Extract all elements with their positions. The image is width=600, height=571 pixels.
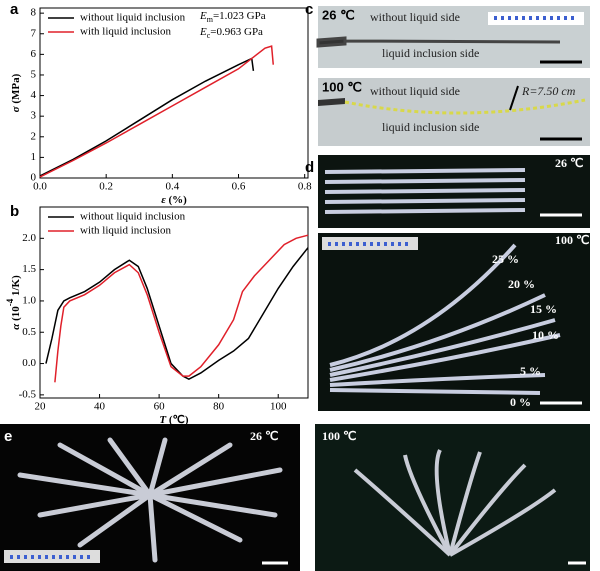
label-part: σ <box>10 105 22 112</box>
legend-label: with liquid inclusion <box>80 26 172 38</box>
y-tick-label: 0.5 <box>22 326 36 338</box>
y-tick-label: 1.0 <box>22 294 36 306</box>
strands <box>17 437 283 563</box>
photo-text: liquid inclusion side <box>382 46 479 60</box>
label-part: E <box>199 26 207 38</box>
x-tick-label: 100 <box>270 401 287 413</box>
panel-label: c <box>305 1 313 18</box>
temperature: 100 ℃ <box>555 233 589 247</box>
x-tick-label: 20 <box>35 401 47 413</box>
x-tick-label: 40 <box>94 401 106 413</box>
x-tick-label: 0.2 <box>99 181 113 193</box>
x-axis-label: ε (%) <box>161 194 187 206</box>
y-tick-label: 6 <box>31 48 37 60</box>
label-part: α <box>10 323 22 330</box>
label-part: (10 <box>10 306 22 324</box>
strand <box>344 98 586 115</box>
temperature: 100 ℃ <box>322 429 356 443</box>
temperature: 100 ℃ <box>322 79 362 94</box>
y-axis-label: σ (MPa) <box>10 73 22 112</box>
legend-label: without liquid inclusion <box>80 12 186 24</box>
y-tick-label: 0 <box>31 172 37 184</box>
x-tick-label: 0.6 <box>232 181 246 193</box>
x-tick-label: 0.0 <box>33 181 47 193</box>
label-part: E <box>199 10 207 22</box>
y-axis-label: α (10-4 1/K) <box>5 275 21 330</box>
x-axis-label: T (℃) <box>159 414 189 426</box>
label-part: -4 <box>5 298 15 306</box>
label-part: =0.963 GPa <box>210 26 263 38</box>
label-part: (MPa) <box>10 73 22 106</box>
y-tick-label: 8 <box>31 7 37 19</box>
photo-text: without liquid side <box>370 84 460 98</box>
photo <box>318 78 590 146</box>
x-tick-label: 0.4 <box>165 181 179 193</box>
strain-label: 15 % <box>530 302 557 316</box>
label-part: (℃) <box>166 414 189 426</box>
panel-label: a <box>10 1 19 18</box>
strands <box>353 449 557 557</box>
y-tick-label: 3 <box>31 110 37 122</box>
plot-frame <box>39 206 309 399</box>
temperature: 26 ℃ <box>322 7 355 22</box>
temperature: 26 ℃ <box>555 156 583 170</box>
label-part: m <box>207 15 214 24</box>
tweezers <box>318 98 345 106</box>
panel-label: d <box>305 159 314 176</box>
y-tick-label: 1.5 <box>22 263 36 275</box>
x-tick-label: 0.8 <box>298 181 312 193</box>
strands <box>324 168 561 395</box>
annotation: Ec=0.963 GPa <box>199 26 263 41</box>
arrow <box>509 85 519 111</box>
strain-label: 25 % <box>492 252 519 266</box>
data-line <box>45 247 309 381</box>
annotation: Em=1.023 GPa <box>199 10 266 25</box>
strand <box>316 36 561 48</box>
strain-label: 5 % <box>520 364 541 378</box>
panel-label: b <box>10 203 19 220</box>
data-line <box>39 57 255 177</box>
y-tick-label: 2.0 <box>22 232 36 244</box>
y-tick-label: -0.5 <box>19 388 37 400</box>
temperature: 26 ℃ <box>250 429 278 443</box>
plot-frame <box>39 7 309 179</box>
photo-text: liquid inclusion side <box>382 120 479 134</box>
x-tick-label: 60 <box>154 401 166 413</box>
y-tick-label: 1 <box>31 151 37 163</box>
y-tick-label: 4 <box>31 89 37 101</box>
label-part: T <box>159 414 167 426</box>
y-tick-label: 7 <box>31 27 37 39</box>
strain-label: 0 % <box>510 395 531 409</box>
panel-label: e <box>4 428 12 445</box>
radius: R=7.50 cm <box>521 84 576 98</box>
label-part: c <box>207 31 211 40</box>
x-tick-label: 80 <box>213 401 225 413</box>
y-tick-label: 5 <box>31 69 37 81</box>
y-tick-label: 2 <box>31 130 37 142</box>
photo-text: without liquid side <box>370 10 460 24</box>
label-part: (%) <box>166 194 187 206</box>
data-line <box>54 234 309 383</box>
label-part: =1.023 GPa <box>213 10 266 22</box>
data-line <box>39 45 275 178</box>
legend-label: without liquid inclusion <box>80 211 186 223</box>
y-tick-label: 0.0 <box>22 357 36 369</box>
strain-label: 10 % <box>532 328 559 342</box>
strain-label: 20 % <box>508 277 535 291</box>
label-part: 1/K) <box>10 275 22 299</box>
label-part: ε <box>161 194 166 206</box>
legend-label: with liquid inclusion <box>80 225 172 237</box>
